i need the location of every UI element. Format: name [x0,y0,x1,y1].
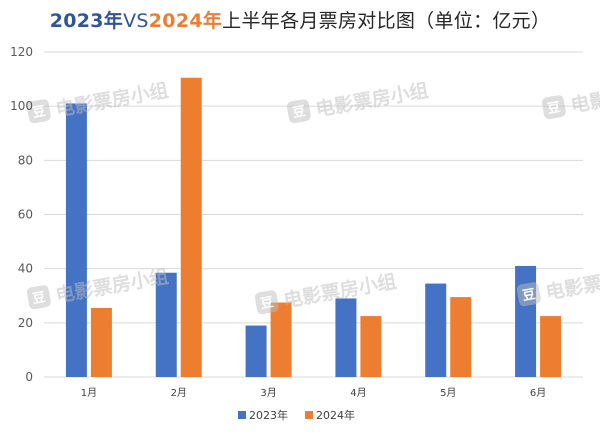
watermark-badge-icon [26,99,51,124]
watermark-badge-char: 豆 [31,104,46,121]
bar-2024 [90,307,112,377]
bar-2023 [65,103,87,377]
y-tick-label: 40 [18,262,33,276]
legend-label: 2024年 [316,408,355,422]
watermark-layer: 豆电影票房小组豆电影票房小组豆电影票房小组豆 电影票房小组豆电影票房小组豆电影票房… [26,75,600,315]
legend-label: 2023年 [249,408,288,422]
watermark-badge-icon [516,282,541,307]
chart-title: 2023年VS2024年上半年各月票房对比图（单位：亿元） [0,6,600,33]
title-rest: 上半年各月票房对比图（单位：亿元） [222,10,551,32]
x-tick-label: 6月 [530,387,546,399]
bar-2024 [270,302,292,377]
bar-2024 [180,77,202,378]
y-tick-label: 0 [25,370,33,384]
legend: 2023年 2024年 [238,408,355,422]
watermark: 豆电影票房小组 [254,270,398,315]
x-tick-label: 4月 [350,387,366,399]
title-year-2024: 2024年 [148,10,223,32]
y-tick-label: 120 [10,45,33,59]
watermark-badge-char: 豆 [546,100,561,117]
watermark-text: 电影票房小组 [54,79,170,121]
watermark-text: 电影票房小组 [314,79,430,121]
x-tick-label: 5月 [440,387,456,399]
bar-2024 [540,316,562,377]
bar-2024 [450,297,472,377]
title-year-2023: 2023年 [49,10,124,32]
title-vs: VS [123,10,149,32]
watermark-badge-char: 豆 [291,104,306,121]
watermark: 豆电影票房小组 [541,75,600,120]
x-tick-label: 3月 [260,387,276,399]
y-tick-label: 20 [18,316,33,330]
watermark: 豆电影票房小组 [26,79,170,124]
bar-2023 [335,298,357,377]
watermark-badge-char: 豆 [259,295,274,312]
legend-swatch [305,411,313,419]
watermark-badge-icon [26,285,51,310]
watermark-badge-icon [286,99,311,124]
watermark: 豆电影票房小组 [286,79,430,124]
grid-layer [44,51,583,378]
bar-2023 [425,283,447,377]
watermark-text: 电影票房小组 [569,75,600,117]
y-tick-label: 60 [18,208,33,222]
bar-2024 [360,316,382,377]
watermark-badge-icon [541,95,566,120]
watermark-text: 电影票房小组 [544,262,600,304]
watermark-badge-icon [254,290,279,315]
y-tick-label: 100 [10,99,33,113]
x-tick-label: 2月 [171,387,187,399]
watermark: 豆电影票房小组 [26,265,170,310]
x-tick-label: 1月 [81,387,97,399]
y-tick-label: 80 [18,153,33,167]
bar-2023 [155,272,177,377]
watermark-badge-char: 豆 [31,290,46,307]
legend-swatch [238,411,246,419]
axis-layer: 0 20 40 60 80 100 120 1月 2月 3月 4月 5月 6月 [10,45,546,399]
bars-layer [65,77,562,378]
watermark-badge-char: 豆 [521,287,536,304]
bar-2023 [245,325,267,377]
